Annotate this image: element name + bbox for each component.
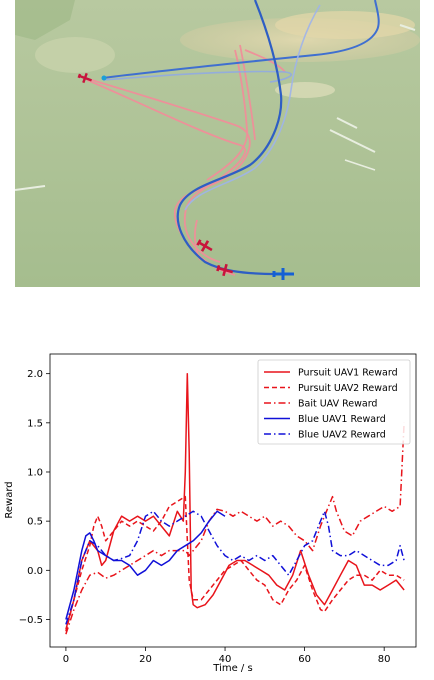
x-tick-label: 80 [378,654,391,665]
x-tick-label: 40 [219,654,232,665]
y-tick-label: 0.0 [27,566,43,577]
plot-area [65,372,405,635]
legend: Pursuit UAV1 Reward Pursuit UAV2 Reward Ba… [257,359,411,445]
runway-mark [336,117,358,129]
sand-dune [275,11,415,39]
series-line-4 [65,510,226,620]
runway-mark [344,159,376,171]
x-tick-label: 60 [298,654,311,665]
runway-mark [399,24,416,31]
x-tick-label: 20 [139,654,152,665]
red-fighter-icon [216,263,234,277]
red-fighter-icon [196,239,213,252]
y-axis: −0.5 0.0 0.5 1.0 1.5 2.0 [19,369,50,626]
x-axis: 0 20 40 60 80 [63,647,391,665]
red-fighter-icon [77,72,92,84]
plot-frame [49,353,417,648]
blue-fighter-icon [272,268,294,280]
chart-svg: 0 20 40 60 80 −0.5 0.0 0.5 1.0 1.5 2.0 Time / s R… [4,353,417,674]
y-tick-label: 2.0 [27,369,43,380]
legend-label: Pursuit UAV1 Reward [298,368,398,379]
y-tick-label: 0.5 [27,517,43,528]
blue-fighter-icon [101,75,107,81]
sand-patch [275,82,335,98]
y-tick-label: −0.5 [19,615,43,626]
terrain-patch [15,0,75,40]
legend-label: Blue UAV1 Reward [298,414,386,425]
runway-mark [329,129,376,153]
runway-mark [14,185,46,191]
series-line-2 [65,495,405,632]
x-tick-label: 0 [63,654,69,665]
series-line-3 [65,422,405,635]
series-line-5 [65,510,405,625]
scene-svg [14,0,420,287]
blue-trajectories [102,0,380,276]
sand-patch [35,37,115,73]
legend-label: Blue UAV2 Reward [298,430,386,441]
reward-chart: 0 20 40 60 80 −0.5 0.0 0.5 1.0 1.5 2.0 Time / s R… [0,340,434,676]
x-axis-label: Time / s [212,663,252,674]
legend-box [257,359,411,445]
series-line-1 [65,372,405,630]
y-tick-label: 1.5 [27,418,43,429]
legend-label: Bait UAV Reward [298,399,377,410]
legend-label: Pursuit UAV2 Reward [298,383,398,394]
y-tick-label: 1.0 [27,467,43,478]
combat-scene-image [14,0,420,287]
y-axis-label: Reward [4,481,15,518]
